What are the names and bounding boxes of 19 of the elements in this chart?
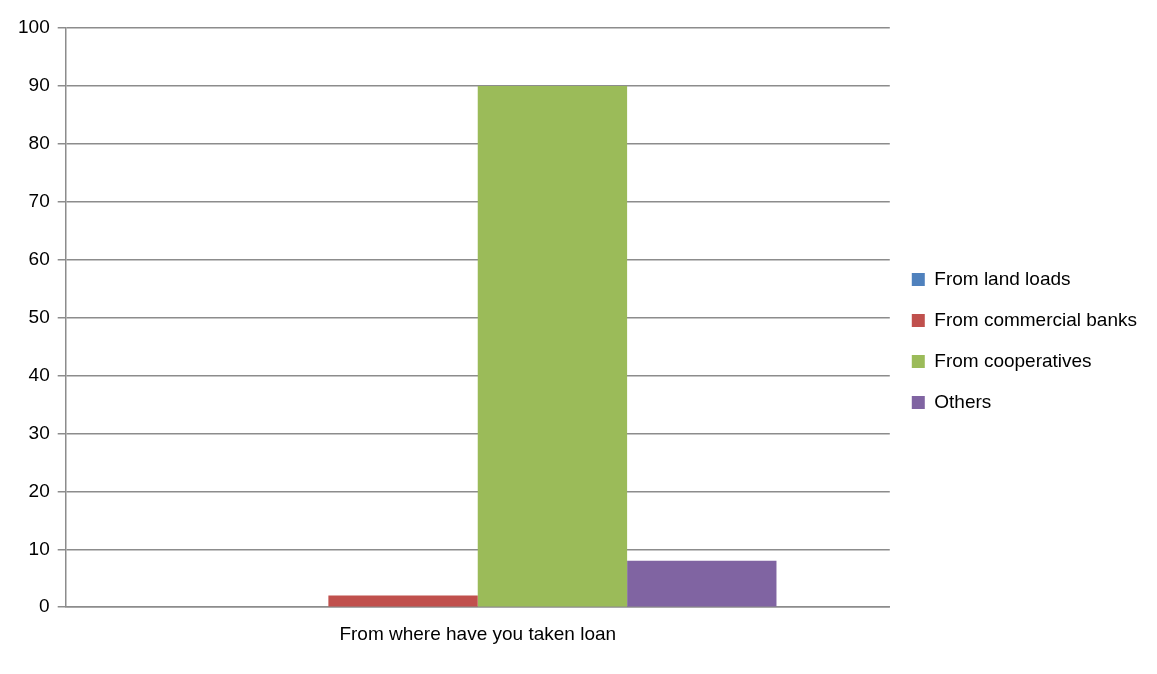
y-tick-label: 70 bbox=[28, 189, 50, 211]
bar bbox=[328, 595, 478, 607]
legend-label: From cooperatives bbox=[934, 349, 1092, 371]
y-tick-label: 100 bbox=[18, 16, 50, 38]
y-tick-label: 80 bbox=[28, 132, 50, 154]
x-tick-label: From where have you taken loan bbox=[339, 622, 617, 644]
bar bbox=[627, 560, 777, 607]
y-tick-label: 0 bbox=[39, 595, 50, 617]
legend-label: Others bbox=[934, 390, 992, 412]
y-tick-label: 20 bbox=[28, 479, 50, 501]
legend-label: From commercial banks bbox=[934, 308, 1138, 330]
y-tick-label: 50 bbox=[28, 305, 50, 327]
bar bbox=[477, 85, 628, 607]
y-tick-label: 90 bbox=[28, 74, 50, 96]
y-tick-label: 40 bbox=[28, 363, 50, 385]
y-tick-label: 30 bbox=[28, 421, 50, 443]
y-tick-label: 10 bbox=[28, 537, 50, 559]
legend-label: From land loads bbox=[934, 267, 1071, 289]
y-tick-label: 60 bbox=[28, 247, 50, 269]
